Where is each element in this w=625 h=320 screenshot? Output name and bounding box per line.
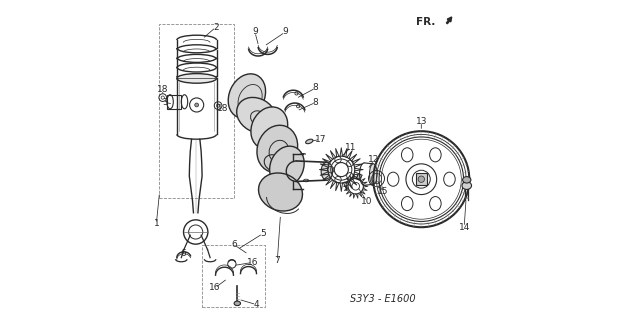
Text: 14: 14 bbox=[459, 223, 470, 232]
Circle shape bbox=[195, 103, 199, 107]
Ellipse shape bbox=[462, 177, 471, 183]
Text: 8: 8 bbox=[313, 98, 319, 107]
Text: 15: 15 bbox=[377, 188, 389, 196]
Bar bbox=[167, 95, 181, 109]
Text: 5: 5 bbox=[260, 229, 266, 238]
Ellipse shape bbox=[177, 74, 216, 83]
Text: 9: 9 bbox=[282, 28, 288, 36]
Text: 1: 1 bbox=[154, 220, 159, 228]
Text: 17: 17 bbox=[315, 135, 326, 144]
Ellipse shape bbox=[369, 164, 377, 184]
Ellipse shape bbox=[259, 173, 302, 211]
Ellipse shape bbox=[306, 139, 313, 144]
Text: 4: 4 bbox=[254, 300, 259, 309]
Ellipse shape bbox=[234, 301, 241, 306]
Ellipse shape bbox=[462, 182, 471, 189]
Text: 12: 12 bbox=[368, 156, 379, 164]
Text: FR.: FR. bbox=[416, 17, 436, 28]
Text: 2: 2 bbox=[213, 23, 219, 32]
Text: 6: 6 bbox=[231, 240, 237, 249]
Text: 3: 3 bbox=[162, 98, 168, 107]
Ellipse shape bbox=[269, 146, 304, 187]
Ellipse shape bbox=[321, 162, 332, 180]
Bar bbox=[202, 245, 264, 307]
Text: 7: 7 bbox=[274, 256, 280, 265]
Ellipse shape bbox=[228, 74, 266, 118]
Text: 18: 18 bbox=[157, 85, 169, 94]
Text: 8: 8 bbox=[313, 84, 319, 92]
Bar bbox=[159, 24, 234, 198]
Ellipse shape bbox=[237, 97, 276, 133]
Text: 16: 16 bbox=[209, 284, 221, 292]
Bar bbox=[416, 173, 427, 185]
Text: 9: 9 bbox=[252, 28, 258, 36]
Ellipse shape bbox=[257, 125, 298, 172]
Text: 10: 10 bbox=[361, 197, 372, 206]
Text: S3Y3 - E1600: S3Y3 - E1600 bbox=[350, 294, 416, 304]
Ellipse shape bbox=[251, 107, 288, 149]
FancyArrow shape bbox=[446, 17, 452, 24]
Text: 18: 18 bbox=[216, 104, 228, 113]
Text: 16: 16 bbox=[247, 258, 258, 267]
Text: 6: 6 bbox=[180, 249, 186, 258]
Text: 13: 13 bbox=[416, 117, 427, 126]
Text: 11: 11 bbox=[345, 143, 357, 152]
Circle shape bbox=[418, 176, 424, 182]
